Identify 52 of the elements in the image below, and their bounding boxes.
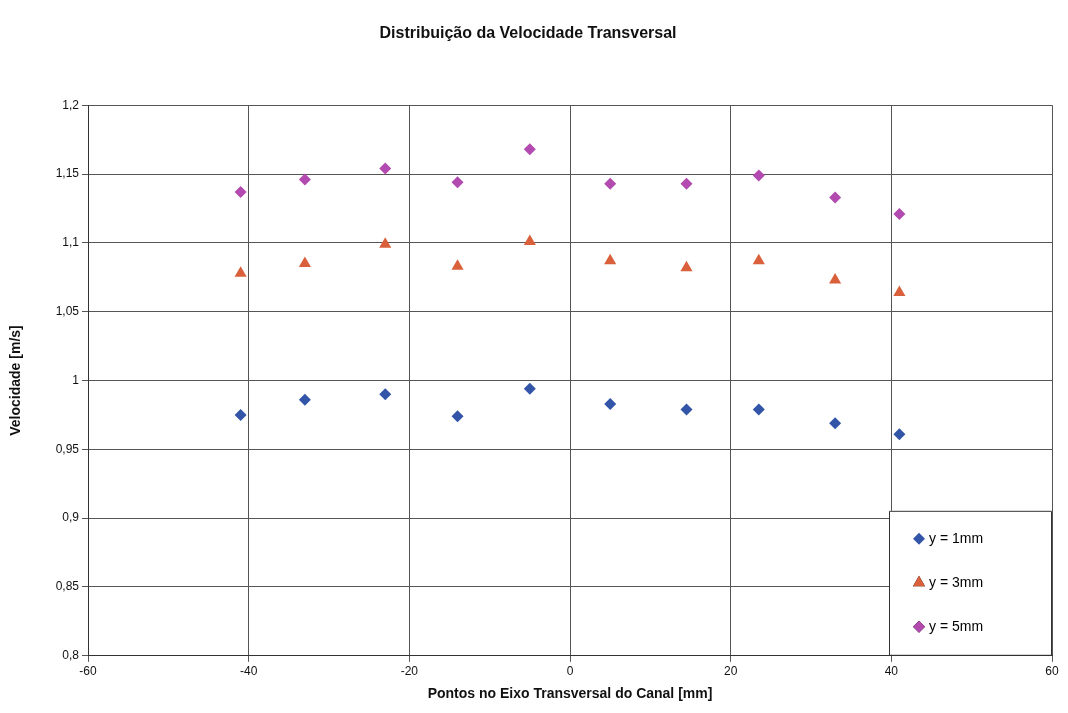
y-tick-label: 1,15 <box>55 166 80 181</box>
point <box>298 173 311 186</box>
y-tick-label: 1 <box>72 372 80 387</box>
point <box>523 382 536 395</box>
point <box>298 393 311 406</box>
point <box>893 285 906 296</box>
point <box>451 176 464 189</box>
y-tick-label: 0,95 <box>55 441 80 456</box>
point <box>451 259 464 270</box>
point <box>893 207 906 220</box>
point <box>604 177 617 190</box>
point <box>752 403 765 416</box>
point <box>604 397 617 410</box>
chart-title: Distribuição da Velocidade Transversal <box>379 24 677 42</box>
point <box>379 388 392 401</box>
legend-label: y = 3mm <box>929 573 984 590</box>
legend-label: y = 5mm <box>929 617 984 634</box>
y-axis-title: Velocidade [m/s] <box>7 325 24 436</box>
x-tick-label: -20 <box>400 664 419 679</box>
point <box>451 410 464 423</box>
legend-label: y = 1mm <box>929 529 984 546</box>
y-tick-label: 0,8 <box>62 648 80 663</box>
x-tick-label: 20 <box>723 664 738 679</box>
point <box>680 177 693 190</box>
y-tick-label: 1,2 <box>62 97 80 112</box>
point <box>752 253 765 265</box>
point <box>523 143 536 156</box>
point <box>234 185 247 198</box>
y-tick-label: 0,85 <box>55 579 80 594</box>
point <box>752 169 765 182</box>
point <box>893 428 906 441</box>
point <box>298 256 311 267</box>
x-tick-label: 40 <box>884 664 899 679</box>
x-tick-label: 60 <box>1045 664 1059 679</box>
point <box>234 408 247 421</box>
y-tick-label: 1,05 <box>55 303 80 318</box>
point <box>829 417 842 430</box>
x-tick-label: -40 <box>239 664 258 679</box>
point <box>379 237 392 248</box>
point <box>379 162 392 175</box>
x-tick-label: -60 <box>79 664 97 679</box>
point <box>829 273 842 284</box>
point <box>680 260 693 272</box>
x-tick-label: 0 <box>566 664 574 679</box>
point <box>234 266 247 277</box>
y-tick-label: 1,1 <box>62 235 80 250</box>
point <box>523 234 536 245</box>
point <box>680 403 693 416</box>
point <box>829 191 842 204</box>
x-axis-title: Pontos no Eixo Transversal do Canal [mm] <box>427 685 713 702</box>
point <box>604 253 617 265</box>
y-tick-label: 0,9 <box>62 510 80 525</box>
